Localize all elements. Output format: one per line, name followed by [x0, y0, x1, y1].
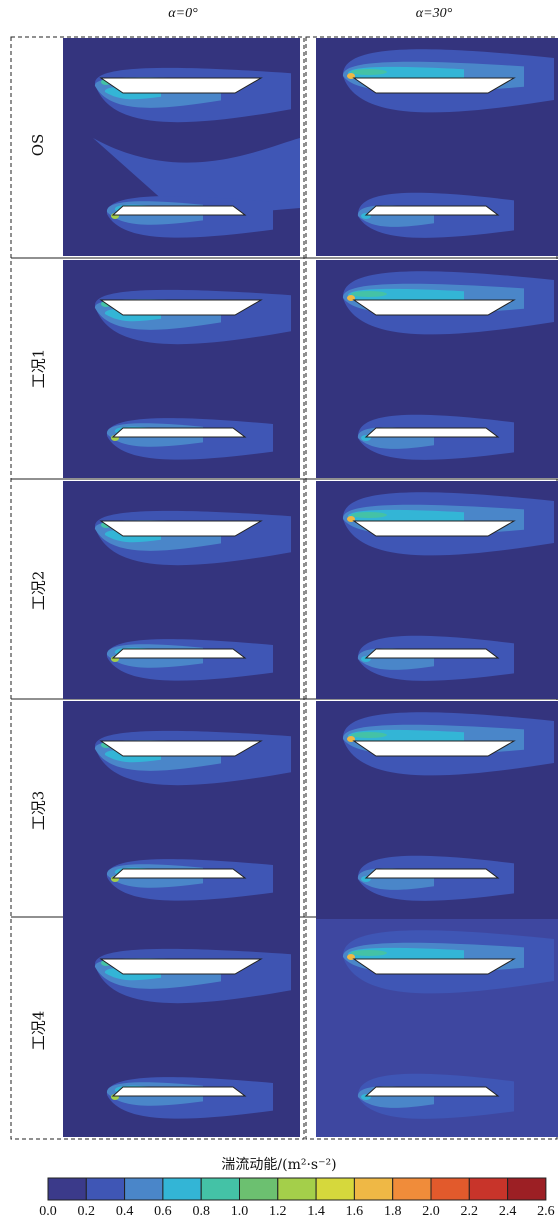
- contour-panel-row5-col2: [316, 919, 558, 1137]
- colorbar-tick-label: 0.6: [154, 1204, 172, 1219]
- row-label-case-1: 工况1: [29, 348, 48, 389]
- upper-hull: [99, 958, 263, 975]
- colorbar-segment-3: [162, 1177, 202, 1201]
- upper-hull: [352, 520, 516, 537]
- lower-hull: [364, 868, 500, 879]
- colorbar-tick-label: 0.2: [77, 1204, 96, 1219]
- os-mid-wake: [93, 138, 300, 218]
- colorbar-tick-label: 1.0: [230, 1204, 249, 1219]
- upper-hull: [99, 299, 263, 316]
- colorbar-tick-label: 1.6: [345, 1204, 364, 1219]
- colorbar-segment-9: [392, 1177, 432, 1201]
- colorbar-tick-label: 2.6: [537, 1204, 555, 1219]
- colorbar-segment-11: [468, 1177, 509, 1201]
- colorbar-tick-label: 0.8: [192, 1204, 210, 1219]
- upper-hull: [352, 299, 516, 316]
- colorbar-tick-label: 0.0: [39, 1204, 57, 1219]
- contour-panel-row3-col2: [316, 481, 558, 699]
- lower-hull: [364, 648, 500, 659]
- row-label-case-3: 工况3: [29, 790, 48, 831]
- colorbar-segment-12: [507, 1177, 547, 1201]
- contour-panel-row1-col2: [316, 38, 558, 256]
- upper-hull: [352, 77, 516, 94]
- upper-hull: [352, 958, 516, 975]
- colorbar-tick-label: 2.2: [460, 1204, 479, 1219]
- lower-hull: [111, 205, 247, 216]
- colorbar-tick-label: 0.4: [115, 1204, 134, 1219]
- upper-hull: [99, 740, 263, 757]
- colorbar-segment-5: [239, 1177, 279, 1201]
- upper-hull: [99, 520, 263, 537]
- colorbar-tick-label: 1.8: [383, 1204, 402, 1219]
- colorbar-tick-label: 2.0: [422, 1204, 440, 1219]
- row-label-case-4: 工况4: [29, 1010, 48, 1051]
- lower-hull: [364, 1086, 500, 1097]
- colorbar-segment-8: [353, 1177, 394, 1201]
- lower-hull: [111, 1086, 247, 1097]
- colorbar-segment-6: [277, 1177, 317, 1201]
- colorbar-segment-10: [430, 1177, 470, 1201]
- upper-core-streak: [351, 950, 387, 956]
- upper-core-streak: [351, 732, 387, 738]
- upper-hull: [352, 740, 516, 757]
- contour-panel-row2-col2: [316, 260, 558, 478]
- lower-hull: [364, 205, 500, 216]
- column-header-alpha-0: α=0°: [168, 6, 198, 21]
- column-header-alpha-30: α=30°: [415, 6, 453, 21]
- colorbar-segment-4: [200, 1177, 240, 1201]
- lower-hull: [111, 427, 247, 438]
- colorbar-segment-1: [85, 1177, 126, 1201]
- row-label-case-2: 工况2: [29, 570, 48, 611]
- contour-panel-row5-col1: [63, 919, 300, 1137]
- lower-hull: [111, 648, 247, 659]
- contour-panel-row4-col2: [316, 701, 558, 919]
- colorbar-segment-0: [47, 1177, 87, 1201]
- lower-hull: [111, 868, 247, 879]
- row-label-os: OS: [29, 133, 47, 157]
- upper-hull: [99, 77, 263, 94]
- contour-panel-row1-col1: [63, 38, 300, 256]
- lower-hull: [364, 427, 500, 438]
- upper-core-streak: [351, 291, 387, 297]
- colorbar-tick-label: 1.4: [307, 1204, 325, 1219]
- colorbar-segment-2: [124, 1177, 164, 1201]
- contour-panel-row2-col1: [63, 260, 300, 478]
- column-frame-alpha-0: [10, 36, 305, 1140]
- contour-panel-row3-col1: [63, 481, 300, 699]
- upper-core-streak: [351, 512, 387, 518]
- colorbar-segment-7: [315, 1177, 355, 1201]
- contour-panel-row4-col1: [63, 701, 300, 919]
- colorbar-tick-label: 1.2: [269, 1204, 287, 1219]
- colorbar-title: 湍流动能/(m²·s⁻²): [221, 1157, 337, 1173]
- upper-core-streak: [351, 69, 387, 75]
- colorbar-tick-label: 2.4: [498, 1204, 517, 1219]
